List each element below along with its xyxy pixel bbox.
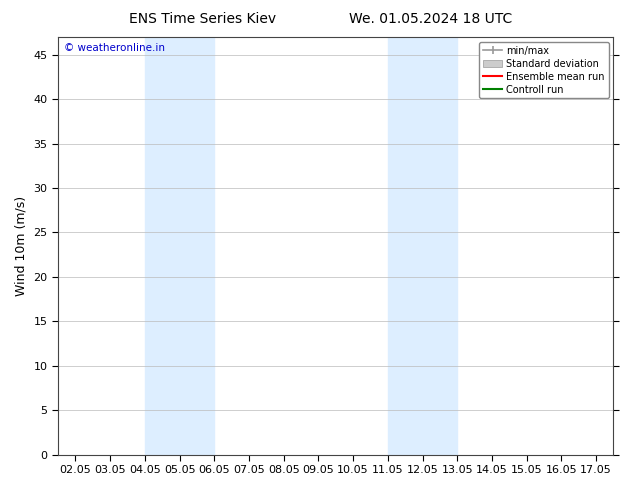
Bar [145,37,214,455]
Text: © weatheronline.in: © weatheronline.in [63,43,165,53]
Text: ENS Time Series Kiev: ENS Time Series Kiev [129,12,276,26]
Bar [388,37,457,455]
Y-axis label: Wind 10m (m/s): Wind 10m (m/s) [15,196,28,296]
Legend: min/max, Standard deviation, Ensemble mean run, Controll run: min/max, Standard deviation, Ensemble me… [479,42,609,98]
Text: We. 01.05.2024 18 UTC: We. 01.05.2024 18 UTC [349,12,513,26]
